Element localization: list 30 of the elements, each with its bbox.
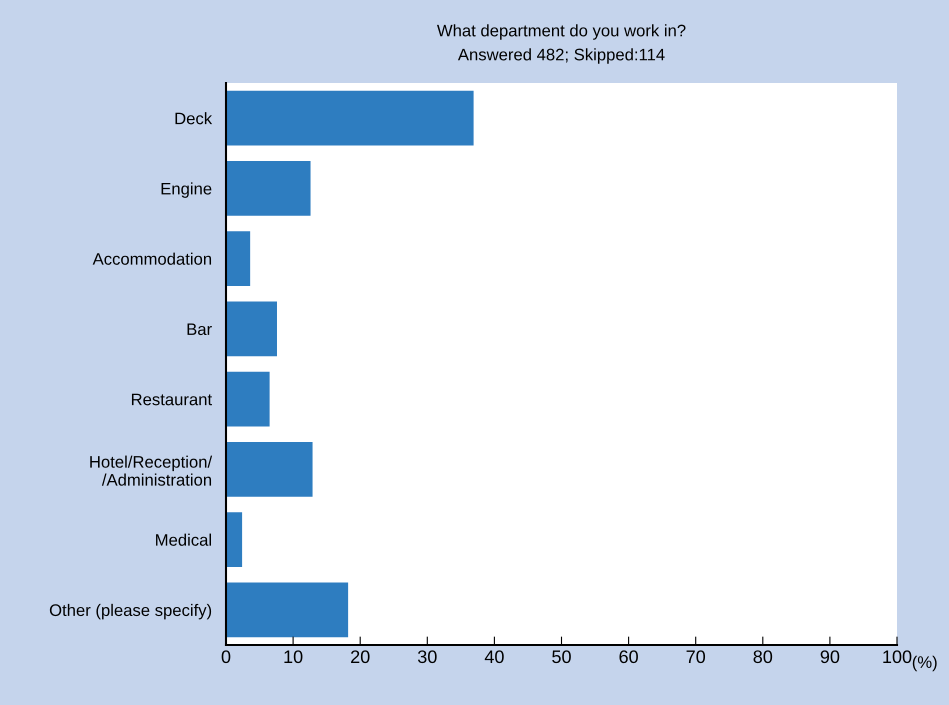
x-tick-label: 70	[686, 650, 706, 664]
bar	[226, 301, 277, 356]
y-tick-label: Accommodation	[92, 252, 212, 265]
x-tick-label: 20	[351, 650, 370, 664]
bar	[226, 372, 270, 427]
y-tick-label: Hotel/Reception/ /Administration	[90, 456, 212, 486]
x-tick-label: 60	[619, 650, 638, 664]
y-tick-label: Deck	[176, 112, 212, 124]
y-tick-label: Engine	[162, 182, 212, 198]
x-tick-label: 90	[820, 650, 840, 664]
x-tick-label: 100	[883, 650, 912, 664]
bar	[226, 160, 311, 216]
chart-title: What department do you work in?	[436, 24, 686, 40]
y-tick-label: Other (please specify)	[50, 604, 212, 620]
x-tick-label: 40	[484, 650, 504, 664]
x-tick-label: 50	[552, 650, 571, 664]
bar	[226, 512, 242, 568]
bar	[226, 582, 348, 638]
bar	[226, 231, 250, 286]
x-axis-title: (%)	[912, 656, 937, 672]
bar	[226, 442, 313, 497]
y-tick-label: Bar	[188, 323, 212, 336]
x-tick-label: 30	[418, 650, 437, 664]
x-tick-label: 10	[284, 650, 302, 664]
y-tick-label: Medical	[156, 534, 211, 546]
x-tick-label: 80	[754, 650, 772, 664]
y-tick-label: Restaurant	[132, 394, 212, 406]
x-tick-label: 0	[222, 650, 230, 664]
chart-subtitle: Answered 482; Skipped:114	[458, 48, 665, 64]
bar	[226, 90, 474, 146]
